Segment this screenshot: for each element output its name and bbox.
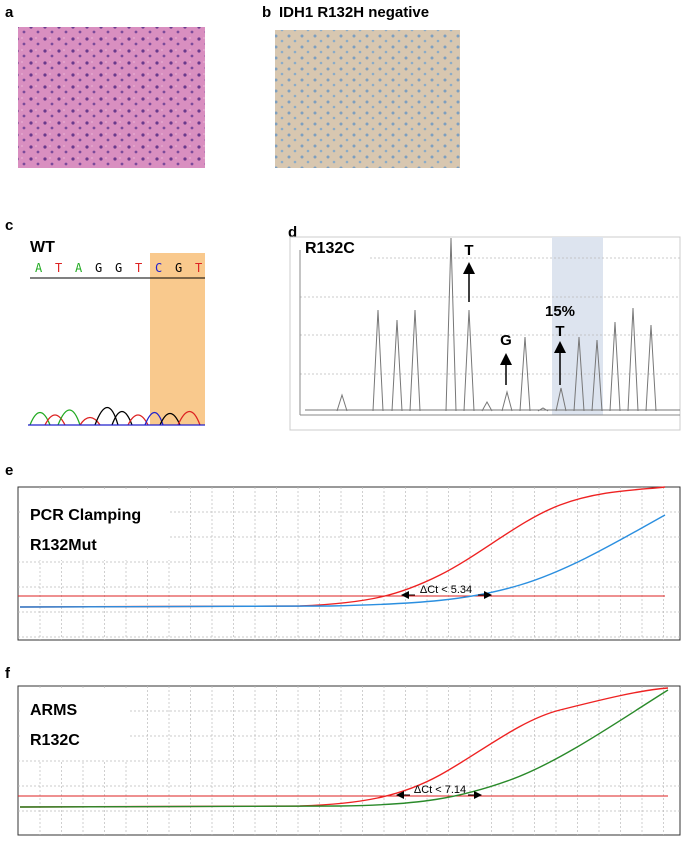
delta-ct: ΔCt < 5.34 bbox=[420, 584, 472, 596]
peak bbox=[409, 309, 421, 412]
base: G bbox=[175, 261, 182, 275]
panel-subtitle: R132C bbox=[30, 732, 80, 749]
peak bbox=[555, 387, 567, 412]
curve bbox=[19, 689, 669, 808]
annotation: G bbox=[500, 332, 512, 349]
annotation: T bbox=[464, 242, 473, 259]
grid bbox=[299, 250, 680, 416]
peak bbox=[627, 307, 639, 412]
peak bbox=[645, 324, 657, 412]
curve bbox=[19, 514, 666, 608]
chart-frame bbox=[289, 236, 681, 431]
peak bbox=[573, 336, 585, 412]
panel-title: R132C bbox=[305, 240, 355, 257]
peak bbox=[537, 407, 549, 412]
panel-label: e bbox=[5, 462, 13, 479]
peak bbox=[463, 309, 475, 412]
panel-title: ARMS bbox=[30, 702, 77, 719]
panel-title: WT bbox=[30, 239, 55, 256]
panel-label: f bbox=[5, 665, 11, 682]
peak bbox=[445, 237, 457, 412]
base: A bbox=[35, 261, 43, 275]
panel-title: IDH1 R132H negative bbox=[279, 4, 429, 21]
curve bbox=[19, 486, 666, 608]
base: G bbox=[95, 261, 102, 275]
highlight bbox=[552, 237, 603, 415]
electropherogram bbox=[305, 237, 680, 412]
peak bbox=[391, 319, 403, 412]
label-box bbox=[20, 690, 130, 760]
peak bbox=[519, 336, 531, 412]
he-image bbox=[18, 27, 205, 168]
base: T bbox=[195, 261, 202, 275]
highlight bbox=[150, 253, 205, 425]
label-box bbox=[20, 490, 170, 560]
base: C bbox=[155, 261, 162, 275]
annotation: 15% bbox=[545, 303, 575, 320]
peak bbox=[372, 309, 384, 412]
panel-title: PCR Clamping bbox=[30, 507, 141, 524]
curve bbox=[19, 687, 669, 808]
panel-label: d bbox=[288, 224, 297, 241]
chromatogram bbox=[28, 406, 205, 426]
peak bbox=[609, 321, 621, 412]
peak bbox=[501, 390, 513, 412]
panel-label: c bbox=[5, 217, 13, 234]
base: A bbox=[75, 261, 83, 275]
base: T bbox=[135, 261, 142, 275]
ihc-image bbox=[275, 30, 460, 168]
peak bbox=[481, 400, 493, 412]
panel-label: a bbox=[5, 4, 14, 21]
panel-label: b bbox=[262, 4, 271, 21]
base: G bbox=[115, 261, 122, 275]
peak bbox=[336, 393, 348, 412]
panel-subtitle: R132Mut bbox=[30, 537, 97, 554]
base: T bbox=[55, 261, 62, 275]
annotation: T bbox=[555, 323, 564, 340]
peak bbox=[591, 339, 603, 412]
delta-ct: ΔCt < 7.14 bbox=[414, 784, 466, 796]
